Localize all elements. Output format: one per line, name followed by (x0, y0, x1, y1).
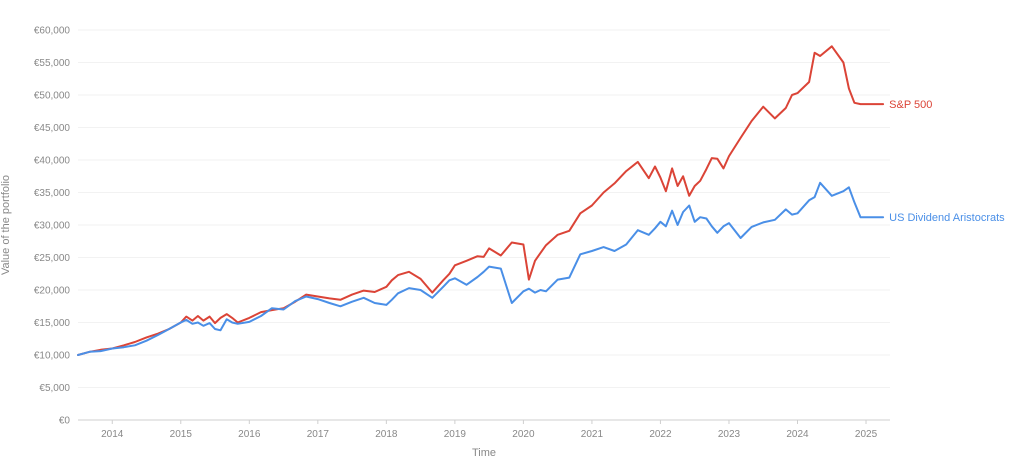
s-p-500-end-label: S&P 500 (889, 99, 932, 111)
y-tick-label: €15,000 (34, 318, 71, 329)
y-axis-title: Value of the portfolio (0, 175, 12, 275)
y-tick-label: €25,000 (34, 253, 71, 264)
x-tick-label: 2021 (581, 429, 604, 440)
y-tick-label: €35,000 (34, 188, 71, 199)
y-tick-label: €10,000 (34, 351, 71, 362)
x-tick-label: 2019 (444, 429, 467, 440)
x-tick-label: 2016 (238, 429, 261, 440)
us-dividend-aristocrats-end-label: US Dividend Aristocrats (889, 212, 1005, 224)
x-tick-label: 2018 (375, 429, 398, 440)
x-tick-label: 2014 (101, 429, 124, 440)
s-p-500-line (77, 45, 885, 356)
series-lines (77, 45, 885, 356)
x-tick-label: 2024 (786, 429, 809, 440)
y-tick-label: €40,000 (34, 156, 71, 167)
gridlines (78, 29, 890, 388)
x-tick-label: 2022 (649, 429, 672, 440)
y-tick-label: €0 (59, 416, 71, 427)
x-axis-title: Time (472, 447, 496, 459)
series-end-labels: S&P 500 US Dividend Aristocrats (889, 99, 1005, 224)
y-tick-label: €55,000 (34, 58, 71, 69)
y-axis-tick-labels: €0 €5,000 €10,000 €15,000 €20,000 €25,000 €30,… (34, 26, 71, 427)
y-tick-label: €20,000 (34, 286, 71, 297)
us-dividend-aristocrats-line (77, 181, 885, 356)
x-tick-label: 2025 (855, 429, 878, 440)
x-tick-label: 2023 (718, 429, 741, 440)
x-tick-label: 2017 (307, 429, 330, 440)
y-tick-label: €60,000 (34, 26, 71, 37)
y-tick-label: €45,000 (34, 123, 71, 134)
x-tick-label: 2020 (512, 429, 535, 440)
y-tick-label: €30,000 (34, 221, 71, 232)
y-tick-label: €5,000 (39, 383, 70, 394)
y-tick-label: €50,000 (34, 91, 71, 102)
x-axis-tick-labels: 2014 2015 2016 2017 2018 2019 2020 2021 2022 2023… (101, 420, 878, 440)
x-tick-label: 2015 (170, 429, 193, 440)
